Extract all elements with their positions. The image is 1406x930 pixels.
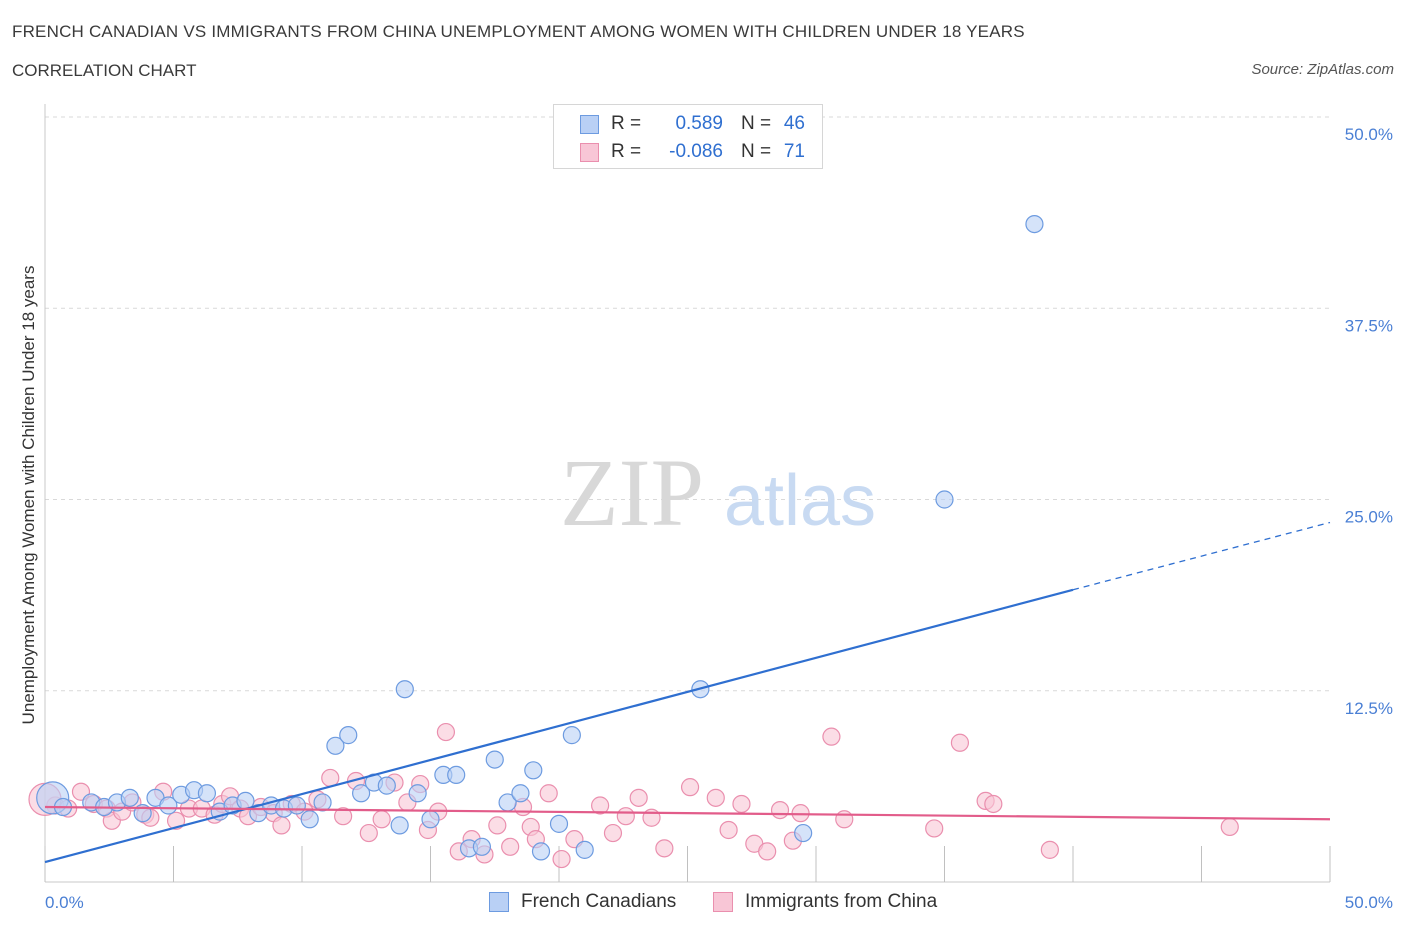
legend-swatch-pink (580, 142, 599, 162)
legend-row-immigrants-from-china: R = -0.086 N = 71 (580, 140, 805, 164)
french-canadians-point (326, 736, 345, 755)
immigrants-from-china-point (950, 733, 970, 752)
french-canadians-point (472, 837, 491, 856)
french-canadians-point (447, 765, 466, 785)
french-canadians-point (794, 823, 813, 843)
immigrants-from-china-point (436, 722, 456, 742)
immigrants-from-china-point (770, 800, 790, 820)
french-canadians-point (408, 784, 427, 803)
legend-n-label: N = (741, 113, 772, 134)
french-canadians-point (524, 761, 543, 780)
immigrants-from-china-point (488, 816, 507, 835)
source-label: Source: ZipAtlas.com (1251, 61, 1394, 78)
immigrants-from-china-point (616, 807, 635, 826)
bottom-legend-immigrants-from-china: Immigrants from China (713, 889, 937, 915)
french-canadians-point (935, 490, 954, 509)
french-canadians-point (421, 810, 440, 829)
immigrants-from-china-point (655, 839, 674, 858)
legend-r-label: R = (611, 113, 642, 134)
legend-swatch-blue (580, 114, 599, 134)
french-canadians-point (120, 788, 139, 807)
legend-n-value: 71 (783, 141, 805, 162)
immigrants-from-china-point (822, 727, 841, 746)
trend-lines (44, 521, 1331, 864)
bottom-legend-french-canadians: French Canadians (489, 889, 676, 915)
watermark-atlas: atlas (724, 461, 876, 541)
y-tick-label: 25.0% (1345, 508, 1393, 527)
french-canadians-point (1025, 215, 1044, 234)
french-canadians-point (377, 776, 396, 795)
immigrants-from-china-point (359, 823, 378, 843)
bottom-legend-swatch-blue (489, 892, 509, 912)
immigrants-from-china-point (719, 820, 738, 840)
bottom-legend-label: Immigrants from China (745, 891, 938, 912)
legend-r-label: R = (611, 141, 642, 162)
immigrants-from-china-point (552, 849, 571, 869)
y-axis-label: Unemployment Among Women with Children U… (19, 266, 38, 725)
y-tick-label: 12.5% (1345, 699, 1393, 718)
french-canadians-point (313, 793, 332, 812)
y-tick-label: 37.5% (1345, 316, 1393, 335)
immigrants-from-china-point (166, 811, 186, 830)
french-canadians-point (395, 680, 414, 699)
immigrants-from-china-point (603, 823, 623, 843)
bottom-legend-label: French Canadians (521, 891, 677, 912)
french-canadians-point (300, 810, 319, 829)
french-canadians-trend-line (44, 588, 1074, 864)
immigrants-from-china-point (629, 788, 648, 807)
x-tick-label: 0.0% (45, 893, 84, 912)
immigrants-from-china-point (501, 837, 520, 856)
immigrants-from-china-point (925, 819, 944, 838)
french-canadians-point (197, 784, 217, 803)
french-canadians-point (390, 816, 409, 835)
immigrants-from-china-point (758, 842, 777, 861)
x-tick-label: 50.0% (1345, 893, 1393, 912)
french-canadians-point (511, 784, 530, 803)
french-canadians-point (531, 842, 551, 861)
tick-labels: 12.5% 25.0% 37.5% 50.0% 0.0% 50.0% (45, 125, 1393, 912)
immigrants-from-china-point (706, 788, 725, 807)
immigrants-from-china-point (1040, 840, 1059, 859)
immigrants-from-china-trend-line (44, 805, 1331, 821)
immigrants-from-china-point (680, 778, 700, 797)
legend-n-label: N = (741, 141, 772, 162)
french-canadians-point (339, 726, 358, 745)
french-canadians-point (562, 726, 581, 745)
legend-r-value: 0.589 (675, 113, 723, 134)
immigrants-from-china-point (1220, 817, 1239, 837)
immigrants-from-china-point (732, 794, 751, 814)
french-canadians-point (549, 814, 569, 833)
immigrants-from-china-point (272, 816, 291, 835)
french-canadians-point (287, 796, 306, 815)
immigrants-from-china-point (539, 784, 558, 803)
immigrants-from-china-point (591, 796, 610, 815)
watermark-zip: ZIP (560, 439, 704, 546)
immigrants-from-china-point (835, 810, 854, 829)
french-canadians-point (159, 796, 178, 815)
immigrants-from-china-point (984, 794, 1003, 814)
legend-r-value: -0.086 (669, 141, 723, 162)
french-canadians-point (352, 784, 371, 803)
french-canadians-points (36, 215, 1044, 861)
y-tick-label: 50.0% (1345, 125, 1393, 144)
french-canadians-point (575, 840, 594, 859)
french-canadians-trend-extension (1072, 521, 1331, 591)
bottom-legend-swatch-pink (713, 892, 733, 912)
chart-title: FRENCH CANADIAN VS IMMIGRANTS FROM CHINA… (12, 22, 1025, 41)
immigrants-from-china-point (334, 807, 353, 826)
legend-n-value: 46 (783, 113, 805, 134)
stats-legend: R = 0.589 N = 46 R = -0.086 N = 71 (553, 104, 823, 169)
watermark: ZIP atlas (560, 439, 876, 546)
axes (44, 104, 1331, 883)
gridlines (45, 116, 1330, 692)
immigrants-from-china-point (372, 810, 391, 829)
chart-subtitle: CORRELATION CHART (12, 61, 197, 80)
french-canadians-point (485, 750, 504, 769)
legend-row-french-canadians: R = 0.589 N = 46 (580, 112, 805, 136)
